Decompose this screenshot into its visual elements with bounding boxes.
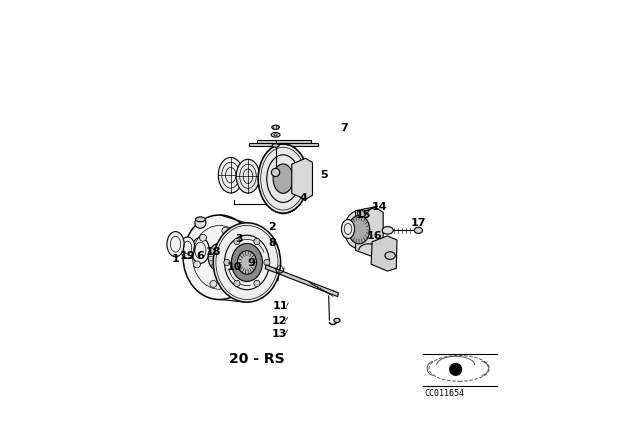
- Text: 15: 15: [355, 210, 371, 220]
- Circle shape: [232, 273, 239, 280]
- Ellipse shape: [271, 133, 280, 137]
- Ellipse shape: [191, 237, 209, 263]
- Polygon shape: [356, 207, 383, 257]
- Circle shape: [200, 234, 207, 241]
- Ellipse shape: [167, 232, 184, 257]
- Polygon shape: [265, 265, 339, 297]
- Ellipse shape: [208, 244, 230, 271]
- Polygon shape: [292, 158, 312, 199]
- Polygon shape: [249, 143, 317, 146]
- Text: 7: 7: [340, 123, 348, 133]
- Text: 8: 8: [268, 238, 276, 248]
- Ellipse shape: [334, 319, 340, 323]
- Text: 14: 14: [371, 202, 387, 212]
- Text: CC011654: CC011654: [424, 389, 465, 398]
- Text: 3: 3: [236, 234, 243, 244]
- Text: 17: 17: [411, 219, 426, 228]
- Ellipse shape: [342, 220, 355, 238]
- Ellipse shape: [358, 211, 366, 216]
- Text: 11: 11: [273, 301, 288, 311]
- Text: 6: 6: [196, 250, 204, 261]
- Ellipse shape: [232, 243, 262, 281]
- Circle shape: [449, 363, 462, 375]
- Text: 5: 5: [320, 170, 328, 180]
- Ellipse shape: [414, 227, 422, 233]
- Ellipse shape: [363, 209, 369, 213]
- Text: 1: 1: [172, 254, 179, 264]
- Circle shape: [234, 280, 240, 286]
- Text: 13: 13: [271, 329, 287, 339]
- Circle shape: [238, 247, 245, 254]
- Ellipse shape: [273, 164, 293, 193]
- Text: 19: 19: [179, 250, 195, 261]
- Circle shape: [254, 238, 260, 245]
- Ellipse shape: [183, 215, 255, 300]
- Ellipse shape: [236, 159, 260, 193]
- Ellipse shape: [272, 125, 280, 129]
- Circle shape: [193, 261, 200, 268]
- Circle shape: [271, 168, 280, 177]
- Polygon shape: [257, 140, 311, 143]
- Circle shape: [264, 259, 270, 266]
- Text: 9: 9: [248, 258, 255, 268]
- Text: 16: 16: [367, 231, 382, 241]
- Circle shape: [210, 280, 217, 288]
- Ellipse shape: [348, 215, 370, 244]
- Text: 20 - RS: 20 - RS: [230, 352, 285, 366]
- Circle shape: [222, 227, 228, 234]
- Text: 10: 10: [227, 262, 242, 272]
- Circle shape: [224, 259, 230, 266]
- Polygon shape: [371, 236, 397, 271]
- Circle shape: [195, 217, 206, 228]
- Circle shape: [254, 280, 260, 286]
- Ellipse shape: [344, 211, 374, 249]
- Ellipse shape: [213, 223, 280, 302]
- Text: 12: 12: [271, 316, 287, 326]
- Ellipse shape: [385, 252, 396, 259]
- Ellipse shape: [237, 251, 257, 274]
- Ellipse shape: [180, 237, 195, 258]
- Text: 4: 4: [300, 193, 307, 203]
- Circle shape: [234, 238, 240, 245]
- Ellipse shape: [196, 217, 205, 222]
- Ellipse shape: [258, 144, 308, 213]
- Ellipse shape: [272, 144, 279, 147]
- Ellipse shape: [382, 227, 393, 234]
- Text: 18: 18: [205, 247, 221, 257]
- Ellipse shape: [218, 157, 243, 193]
- Text: 2: 2: [268, 222, 276, 232]
